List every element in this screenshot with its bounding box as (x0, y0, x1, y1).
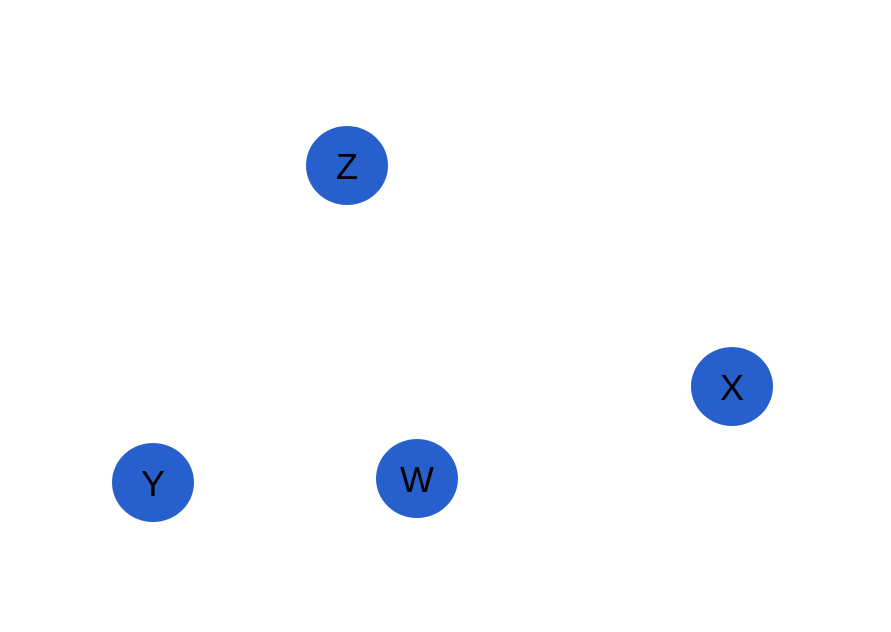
node-y[interactable]: Y (112, 443, 194, 522)
node-y-label: Y (140, 462, 165, 504)
node-z-label: Z (336, 145, 358, 187)
node-z[interactable]: Z (306, 126, 388, 205)
node-w[interactable]: W (376, 439, 458, 518)
node-w-label: W (400, 458, 434, 500)
node-x-label: X (719, 366, 744, 408)
node-x[interactable]: X (691, 347, 773, 426)
